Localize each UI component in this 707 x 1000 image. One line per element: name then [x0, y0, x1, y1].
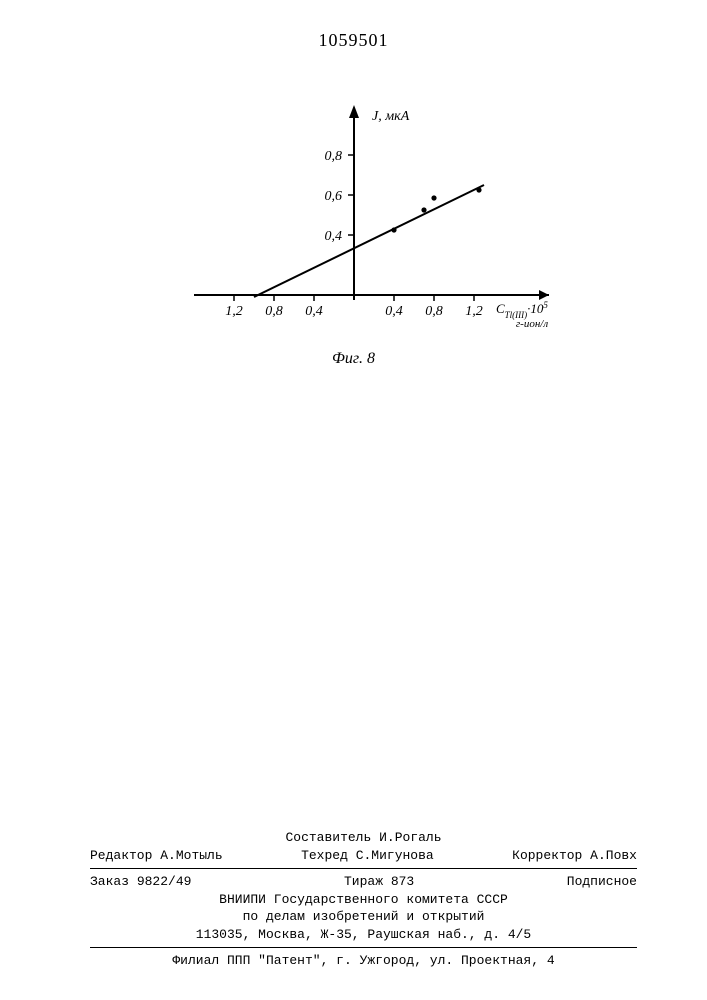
- tirage-value: 873: [391, 874, 414, 889]
- order-cell: Заказ 9822/49: [90, 873, 191, 891]
- editor-label: Редактор: [90, 848, 152, 863]
- svg-text:CTl(III)·105: CTl(III)·105: [496, 300, 548, 320]
- compiler-label: Составитель: [285, 830, 371, 845]
- corrector-name: А.Повх: [590, 848, 637, 863]
- corrector-label: Корректор: [512, 848, 582, 863]
- svg-text:0,4: 0,4: [305, 304, 323, 319]
- svg-text:0,8: 0,8: [324, 149, 342, 164]
- svg-text:0,8: 0,8: [265, 304, 283, 319]
- svg-text:г-ион/л: г-ион/л: [515, 318, 547, 330]
- org-line-2: по делам изобретений и открытий: [90, 908, 637, 926]
- svg-text:1,2: 1,2: [225, 304, 243, 319]
- footer-rule-2: [90, 947, 637, 948]
- branch: Филиал ППП "Патент", г. Ужгород, ул. Про…: [90, 952, 637, 970]
- techred-name: С.Мигунова: [356, 848, 434, 863]
- corrector-cell: Корректор А.Повх: [512, 847, 637, 865]
- compiler-name: И.Рогаль: [379, 830, 441, 845]
- editor-cell: Редактор А.Мотыль: [90, 847, 223, 865]
- tirage-label: Тираж: [344, 874, 383, 889]
- svg-text:0,6: 0,6: [324, 189, 342, 204]
- chart: 1,2 0,8 0,4 0,4 0,8 1,2 0,4 0,6 0,8 J, мкА CTl(III…: [134, 100, 574, 340]
- svg-text:0,8: 0,8: [425, 304, 443, 319]
- order-value: 9822/49: [137, 874, 192, 889]
- org-line-1: ВНИИПИ Государственного комитета СССР: [90, 891, 637, 909]
- subscription: Подписное: [567, 873, 637, 891]
- compiler-row: Составитель И.Рогаль: [90, 829, 637, 847]
- svg-text:0,4: 0,4: [324, 229, 342, 244]
- doc-number: 1059501: [319, 30, 389, 51]
- print-row: Заказ 9822/49 Тираж 873 Подписное: [90, 873, 637, 891]
- svg-text:0,4: 0,4: [385, 304, 403, 319]
- order-label: Заказ: [90, 874, 129, 889]
- editor-name: А.Мотыль: [160, 848, 222, 863]
- svg-text:1,2: 1,2: [465, 304, 483, 319]
- footer-block: Составитель И.Рогаль Редактор А.Мотыль Т…: [90, 829, 637, 970]
- svg-text:J, мкА: J, мкА: [372, 109, 410, 124]
- address: 113035, Москва, Ж-35, Раушская наб., д. …: [90, 926, 637, 944]
- tirage-cell: Тираж 873: [344, 873, 414, 891]
- techred-label: Техред: [301, 848, 348, 863]
- footer-rule-1: [90, 868, 637, 869]
- techred-cell: Техред С.Мигунова: [301, 847, 434, 865]
- credits-row: Редактор А.Мотыль Техред С.Мигунова Корр…: [90, 847, 637, 865]
- figure-caption: Фиг. 8: [332, 350, 375, 368]
